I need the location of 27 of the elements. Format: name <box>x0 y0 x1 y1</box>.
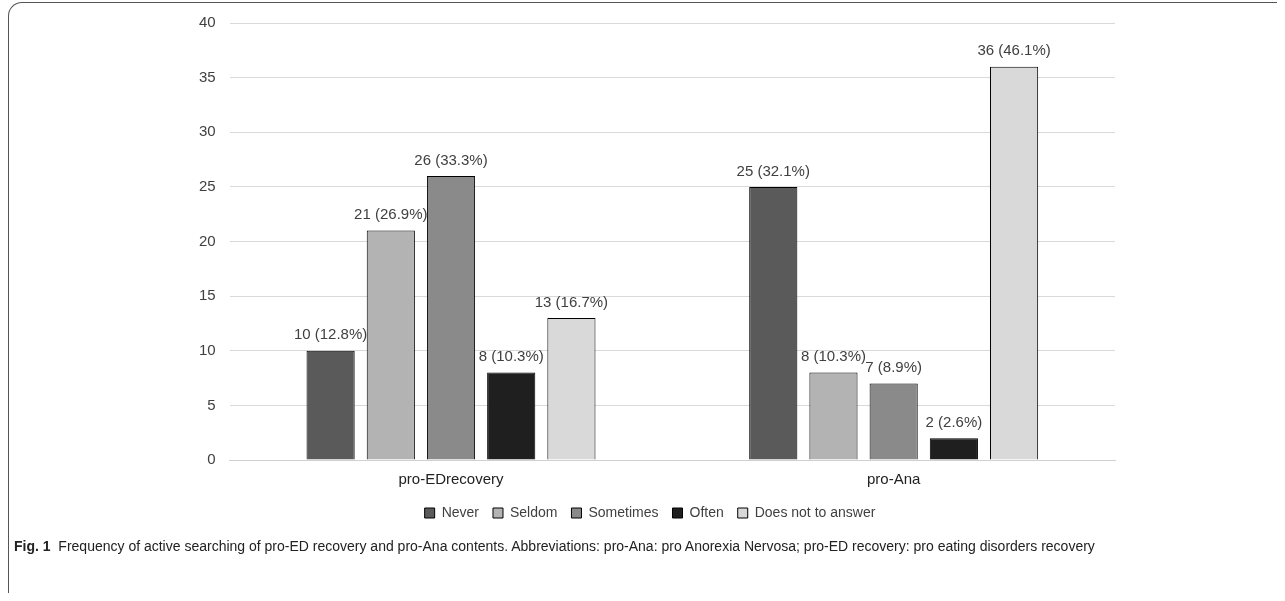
y-tick-label: 0 <box>207 450 216 468</box>
x-tick-label: pro-EDrecovery <box>398 470 505 488</box>
legend-label: Often <box>689 503 724 520</box>
y-tick-label: 15 <box>199 286 216 304</box>
data-label: 36 (46.1%) <box>977 41 1051 59</box>
data-label: 10 (12.8%) <box>293 325 368 343</box>
legend-label: Seldom <box>510 503 558 520</box>
y-tick-label: 35 <box>199 67 216 85</box>
data-label: 2 (2.6%) <box>925 412 983 430</box>
legend-label: Never <box>441 503 480 520</box>
data-label: 8 (10.3%) <box>800 347 866 365</box>
data-label: 26 (33.3%) <box>414 150 488 168</box>
legend-label: Does not to answer <box>754 503 876 520</box>
caption: Fig. 1 Frequency of active searching of pro-ED recovery and pro-Ana contents. Abbreviations: pro-Ana: pro Anorexia Nervosa; pro-ED recovery: pro eating disorders recovery <box>14 537 1096 556</box>
y-tick-label: 5 <box>207 395 216 413</box>
y-tick-label: 25 <box>199 177 216 195</box>
legend-label: Sometimes <box>588 503 659 520</box>
data-label: 21 (26.9%) <box>354 205 428 223</box>
y-tick-label: 10 <box>199 340 216 358</box>
y-tick-label: 30 <box>199 122 216 140</box>
data-label: 25 (32.1%) <box>736 161 810 179</box>
y-tick-label: 20 <box>199 231 216 249</box>
data-label: 8 (10.3%) <box>478 347 544 365</box>
data-label: 7 (8.9%) <box>865 358 923 376</box>
data-label: 13 (16.7%) <box>534 292 609 310</box>
x-tick-label: pro-Ana <box>866 470 922 488</box>
y-tick-label: 40 <box>199 13 216 31</box>
